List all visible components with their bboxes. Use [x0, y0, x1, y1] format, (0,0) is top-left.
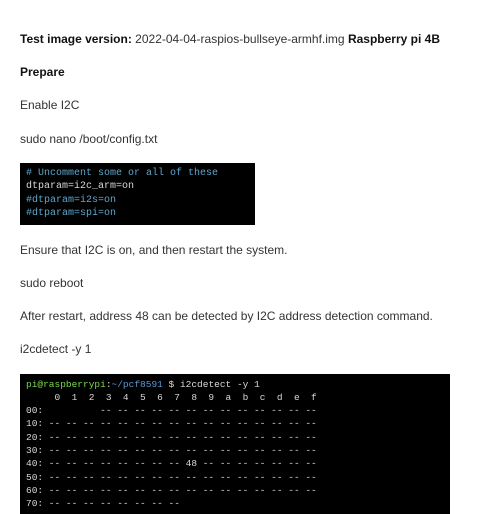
config-terminal: # Uncomment some or all of these dtparam… [20, 163, 255, 225]
i2cdetect-command: i2cdetect -y 1 [20, 340, 480, 359]
terminal-prompt-symbol: $ [169, 379, 175, 390]
terminal-path: ~/pcf8591 [112, 379, 163, 390]
test-image-version: 2022-04-04-raspios-bullseye-armhf.img [135, 32, 344, 46]
terminal-line-3: #dtparam=i2s=on [26, 194, 249, 208]
terminal-row-30: 30: -- -- -- -- -- -- -- -- -- -- -- -- … [26, 445, 317, 456]
terminal-row-10: 10: -- -- -- -- -- -- -- -- -- -- -- -- … [26, 418, 317, 429]
terminal-row-60: 60: -- -- -- -- -- -- -- -- -- -- -- -- … [26, 485, 317, 496]
enable-i2c-text: Enable I2C [20, 96, 480, 115]
nano-command: sudo nano /boot/config.txt [20, 130, 480, 149]
terminal-user: pi@raspberrypi [26, 379, 106, 390]
terminal-header-row: 0 1 2 3 4 5 6 7 8 9 a b c d e f [26, 392, 317, 403]
ensure-text: Ensure that I2C is on, and then restart … [20, 241, 480, 260]
terminal-line-4: #dtparam=spi=on [26, 207, 249, 221]
terminal-row-00: 00: -- -- -- -- -- -- -- -- -- -- -- -- … [26, 405, 317, 416]
terminal-row-50: 50: -- -- -- -- -- -- -- -- -- -- -- -- … [26, 472, 317, 483]
terminal-line-2: dtparam=i2c_arm=on [26, 180, 249, 194]
terminal-row-20: 20: -- -- -- -- -- -- -- -- -- -- -- -- … [26, 432, 317, 443]
prepare-heading: Prepare [20, 63, 480, 82]
i2cdetect-terminal: pi@raspberrypi:~/pcf8591 $ i2cdetect -y … [20, 374, 450, 514]
device-name: Raspberry pi 4B [348, 32, 440, 46]
after-restart-text: After restart, address 48 can be detecte… [20, 307, 480, 326]
intro-line: Test image version: 2022-04-04-raspios-b… [20, 30, 480, 49]
terminal-row-40: 40: -- -- -- -- -- -- -- -- 48 -- -- -- … [26, 458, 317, 469]
terminal-line-1: # Uncomment some or all of these [26, 167, 249, 181]
test-image-label: Test image version: [20, 32, 132, 46]
terminal-command: i2cdetect -y 1 [180, 379, 260, 390]
reboot-command: sudo reboot [20, 274, 480, 293]
